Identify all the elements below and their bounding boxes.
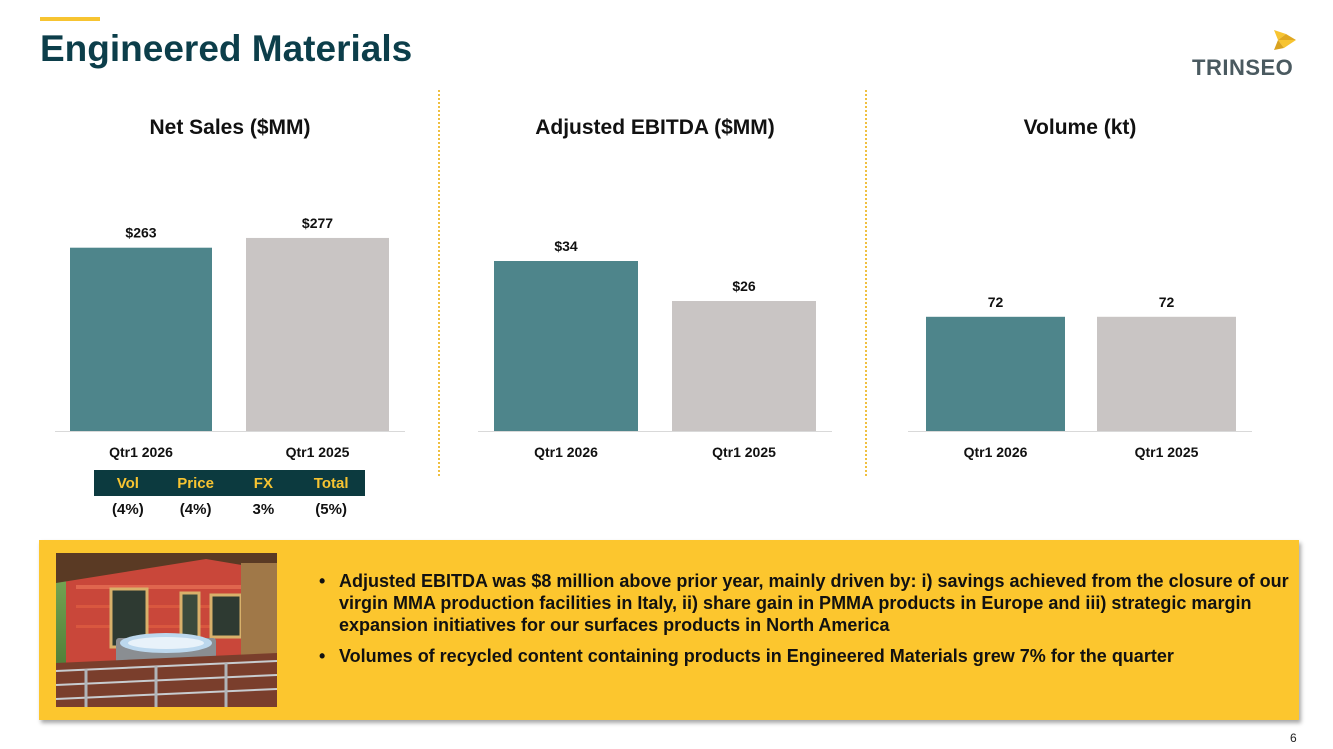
commentary-bullet: • Adjusted EBITDA was $8 million above p… — [309, 570, 1299, 636]
bridge-header-total: Total — [313, 474, 349, 492]
data-label: 72 — [1159, 294, 1175, 310]
bullet-text: Volumes of recycled content containing p… — [339, 646, 1174, 666]
bridge-value-price: (4%) — [179, 500, 212, 518]
chart-title: Adjusted EBITDA ($MM) — [535, 116, 775, 139]
x-tick-label: Qtr1 2026 — [964, 444, 1028, 460]
chart-title: Net Sales ($MM) — [149, 116, 310, 139]
page-title: Engineered Materials — [40, 28, 413, 69]
bullet-marker: • — [319, 646, 326, 666]
data-label: $263 — [125, 225, 156, 241]
bridge-value-fx: 3% — [252, 500, 275, 518]
bar — [494, 261, 638, 431]
x-tick-label: Qtr1 2026 — [109, 444, 173, 460]
x-tick-label: Qtr1 2025 — [712, 444, 776, 460]
commentary-bullet: • Volumes of recycled content containing… — [309, 645, 1299, 667]
bullet-marker: • — [319, 571, 326, 591]
bar — [246, 237, 389, 431]
logo-text: TRINSEO — [1192, 55, 1294, 80]
bridge-value-total: (5%) — [315, 500, 347, 518]
chart-divider-2 — [865, 90, 867, 476]
house-hot-tub-photo — [56, 553, 277, 707]
bridge-value-vol: (4%) — [112, 500, 144, 518]
charts-area: Net Sales ($MM) $263 Qtr1 2026 $277 Qtr1 202… — [55, 116, 1252, 460]
title-accent-line — [40, 17, 100, 21]
commentary-bullets: • Adjusted EBITDA was $8 million above p… — [309, 570, 1299, 676]
data-label: $26 — [732, 278, 756, 294]
page-number: 6 — [1290, 731, 1297, 745]
bridge-header-vol: Vol — [116, 474, 139, 492]
bridge-header-fx: FX — [253, 474, 273, 492]
bullet-text: Adjusted EBITDA was $8 million above pri… — [339, 571, 1289, 635]
x-tick-label: Qtr1 2025 — [286, 444, 350, 460]
bridge-header-row: Vol Price FX Total — [94, 470, 365, 496]
x-tick-label: Qtr1 2026 — [534, 444, 598, 460]
company-logo: TRINSEO — [1192, 28, 1302, 82]
commentary-panel: • Adjusted EBITDA was $8 million above p… — [39, 540, 1299, 720]
data-label: $277 — [302, 215, 333, 231]
logo-mark-icon — [1274, 30, 1296, 50]
sales-bridge-table: Vol Price FX Total (4%) (4%) 3% (5%) — [94, 470, 365, 522]
bar — [672, 301, 816, 431]
x-tick-label: Qtr1 2025 — [1135, 444, 1199, 460]
chart-divider-1 — [438, 90, 440, 476]
bar — [926, 316, 1065, 431]
data-label: $34 — [554, 238, 578, 254]
bridge-header-price: Price — [177, 474, 214, 492]
data-label: 72 — [988, 294, 1004, 310]
chart-title: Volume (kt) — [1024, 116, 1137, 139]
bar — [1097, 316, 1236, 431]
bar — [70, 247, 212, 431]
bridge-value-row: (4%) (4%) 3% (5%) — [94, 496, 365, 522]
